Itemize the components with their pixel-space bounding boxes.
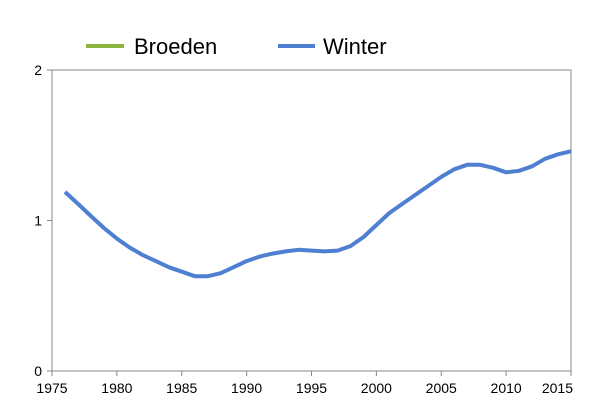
series-layer bbox=[63, 149, 572, 279]
x-tick-label: 2015 bbox=[542, 380, 573, 396]
x-tick-label: 1985 bbox=[166, 380, 197, 396]
x-tick-label: 2005 bbox=[426, 380, 457, 396]
x-tick-label: 1980 bbox=[101, 380, 132, 396]
legend-label-winter: Winter bbox=[323, 34, 387, 59]
plot-area-frame bbox=[51, 69, 572, 372]
x-tick-label: 1990 bbox=[231, 380, 262, 396]
x-tick-label: 2000 bbox=[361, 380, 392, 396]
legend-label-broeden: Broeden bbox=[134, 34, 217, 59]
axes: 0 1 2 1975 1980 1985 1990 1995 2000 2005 2010 2015 bbox=[34, 62, 573, 396]
y-tick-label: 1 bbox=[34, 213, 42, 229]
x-tick-label: 1975 bbox=[36, 380, 67, 396]
y-tick-label: 0 bbox=[34, 363, 42, 379]
x-tick-label: 2010 bbox=[491, 380, 522, 396]
x-tick-label: 1995 bbox=[296, 380, 327, 396]
series-line-winter bbox=[63, 149, 572, 279]
y-tick-label: 2 bbox=[34, 62, 42, 78]
legend: Broeden Winter bbox=[86, 34, 387, 59]
